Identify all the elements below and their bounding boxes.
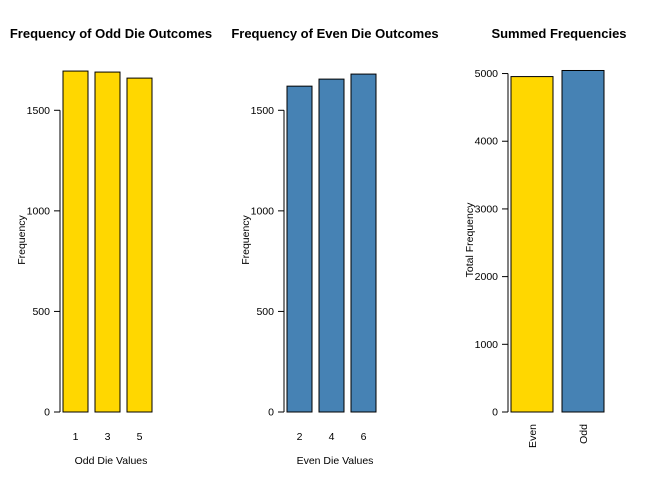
y-tick-label: 500 [256, 306, 274, 318]
chart-title: Summed Frequencies [491, 26, 626, 41]
category-label: 2 [297, 431, 303, 443]
category-labels: 1 3 5 [73, 431, 143, 443]
chart-title: Frequency of Even Die Outcomes [231, 26, 438, 41]
y-tick-label: 1500 [251, 105, 275, 117]
panel-summed-frequencies: Summed Frequencies Total Frequency 0 1000… [464, 26, 627, 448]
bar-6 [350, 73, 377, 413]
y-tick-label: 3000 [475, 203, 499, 215]
category-labels: 2 4 6 [297, 431, 367, 443]
panel-odd-outcomes: Frequency of Odd Die Outcomes Odd Die Va… [10, 26, 212, 467]
y-axis-label: Frequency [16, 214, 28, 264]
y-tick-label: 500 [32, 306, 50, 318]
bar-5 [126, 77, 153, 413]
y-axis: 0 500 1000 1500 [27, 105, 61, 419]
y-tick-label: 1000 [475, 339, 499, 351]
bar-2 [286, 85, 313, 413]
category-label: 6 [361, 431, 367, 443]
bars [510, 69, 605, 413]
chart-title: Frequency of Odd Die Outcomes [10, 26, 212, 41]
y-tick-label: 2000 [475, 271, 499, 283]
bars [286, 73, 377, 413]
bar-even [510, 76, 554, 413]
y-axis-label: Total Frequency [464, 202, 476, 277]
y-tick-label: 0 [492, 407, 498, 419]
category-label: Odd [578, 424, 590, 444]
category-label: 4 [329, 431, 335, 443]
category-label: 3 [105, 431, 111, 443]
y-axis-label: Frequency [240, 214, 252, 264]
y-tick-label: 0 [44, 407, 50, 419]
bar-1 [62, 70, 89, 413]
bar-4 [318, 78, 345, 413]
bar-odd [561, 69, 605, 413]
y-tick-label: 5000 [475, 68, 499, 80]
category-label: 5 [137, 431, 143, 443]
y-tick-label: 0 [268, 407, 274, 419]
category-label: Even [527, 424, 539, 448]
y-tick-label: 1000 [251, 205, 275, 217]
bar-3 [94, 71, 121, 413]
y-axis: 0 500 1000 1500 [251, 105, 285, 419]
panel-even-outcomes: Frequency of Even Die Outcomes Even Die … [231, 26, 438, 467]
y-tick-label: 1500 [27, 105, 51, 117]
x-axis-label: Even Die Values [297, 455, 374, 467]
category-labels: Even Odd [527, 424, 590, 448]
category-label: 1 [73, 431, 79, 443]
y-tick-label: 4000 [475, 136, 499, 148]
y-axis: 0 1000 2000 3000 4000 5000 [475, 68, 509, 419]
x-axis-label: Odd Die Values [75, 455, 148, 467]
bars [62, 70, 153, 413]
y-tick-label: 1000 [27, 205, 51, 217]
